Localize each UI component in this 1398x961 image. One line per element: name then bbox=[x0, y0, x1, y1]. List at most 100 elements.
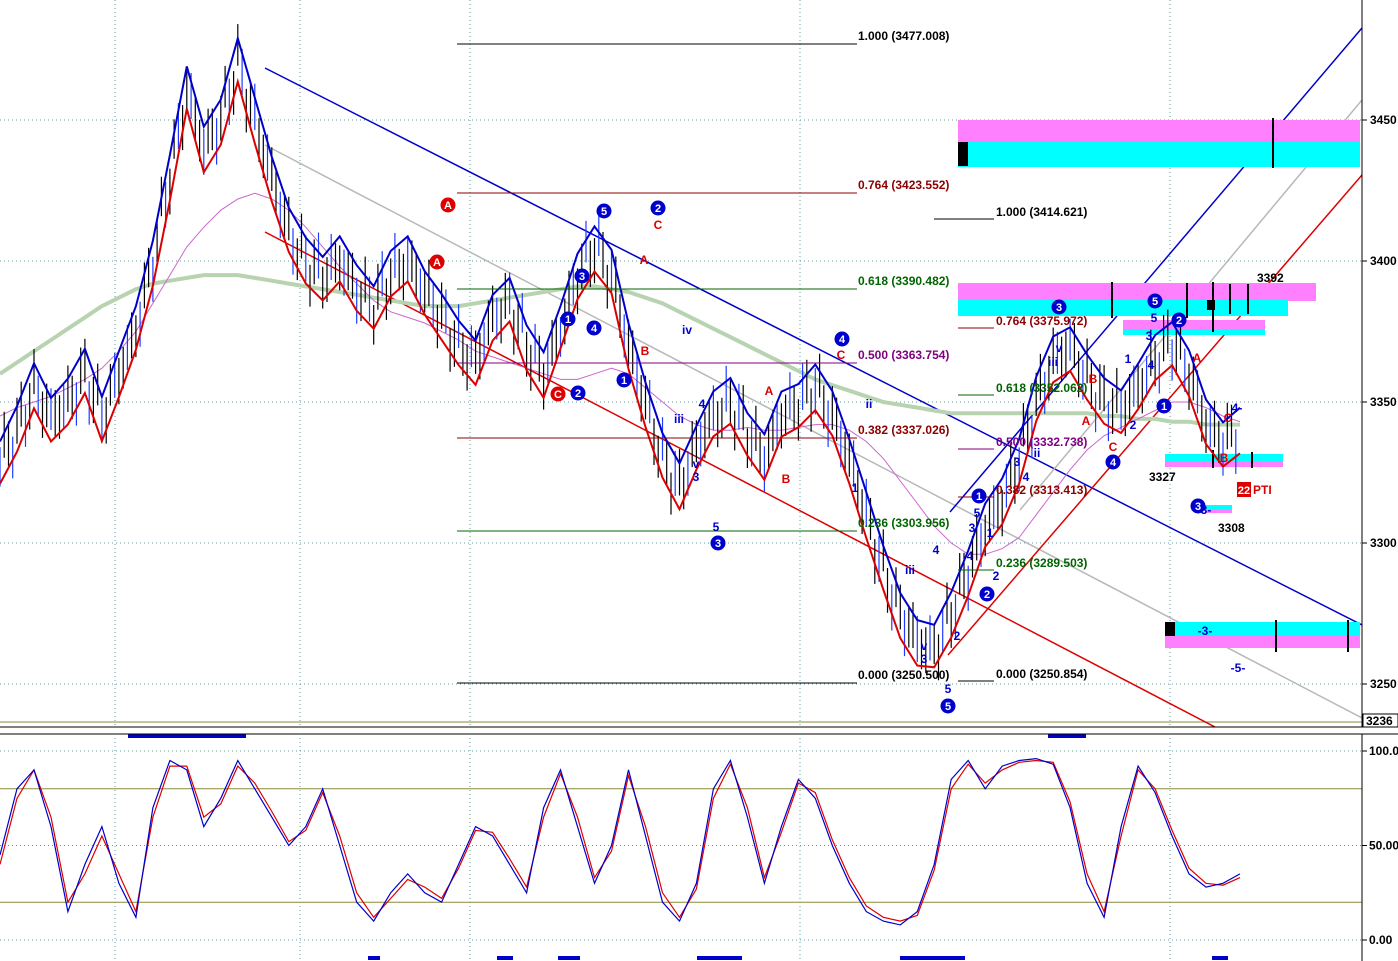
wave-count-label: 1 bbox=[565, 314, 571, 326]
fib-label-right: 1.000 (3414.621) bbox=[996, 205, 1087, 219]
wave-count-circle bbox=[1156, 398, 1172, 414]
wave-label: iii bbox=[905, 563, 915, 577]
wave-label: -3- bbox=[1197, 503, 1212, 517]
stochastic-panel: 100.0 50.00 0.00 bbox=[0, 734, 1398, 961]
wave-label: 1 bbox=[987, 526, 994, 540]
wave-count-label: 5 bbox=[1152, 296, 1158, 308]
fib-label-right: 0.500 (3332.738) bbox=[996, 435, 1087, 449]
wave-label: 4 bbox=[933, 543, 940, 557]
pti-number: 22 bbox=[1238, 485, 1250, 497]
wave-count-circle bbox=[1190, 498, 1206, 514]
wave-label: 3 bbox=[1146, 329, 1153, 343]
fib-label-left: 0.618 (3390.482) bbox=[858, 274, 949, 288]
wave-label: 1 bbox=[852, 481, 859, 495]
wave-label: 3 bbox=[693, 470, 700, 484]
price-annotation: 3327 bbox=[1149, 470, 1176, 484]
fib-label-left: 0.764 (3423.552) bbox=[858, 178, 949, 192]
wave-count-circle bbox=[940, 698, 956, 714]
price-tick-label: 3450 bbox=[1370, 113, 1397, 127]
wave-count-label: 3 bbox=[715, 538, 721, 550]
fib-label-left: 0.500 (3363.754) bbox=[858, 348, 949, 362]
wave-label: A bbox=[1193, 351, 1202, 365]
fib-label-right: 0.382 (3313.413) bbox=[996, 483, 1087, 497]
wave-count-label: 5 bbox=[945, 701, 951, 713]
stochastic-slow-line bbox=[0, 759, 1241, 922]
stochastic-axis: 100.0 50.00 0.00 bbox=[1362, 744, 1398, 947]
wave-label: 2 bbox=[1130, 418, 1137, 432]
panel-divider bbox=[0, 727, 1398, 734]
wave-count-label: C bbox=[554, 389, 562, 401]
wave-label: 4 bbox=[699, 397, 706, 411]
fib-label-right: 0.236 (3289.503) bbox=[996, 556, 1087, 570]
wave-count-circle bbox=[596, 203, 612, 219]
target-zone bbox=[958, 120, 1360, 142]
wave-label: 4 bbox=[1148, 358, 1155, 372]
wave-count-circle bbox=[971, 488, 987, 504]
price-tick-label: 3250 bbox=[1370, 677, 1397, 691]
price-annotation: 3392 bbox=[1257, 271, 1284, 285]
target-zone bbox=[1165, 461, 1283, 467]
blue-down-channel-upper bbox=[264, 67, 1362, 626]
wave-label: -5- bbox=[1231, 661, 1246, 675]
wave-count-circle bbox=[616, 372, 632, 388]
wave-count-label: 3 bbox=[579, 271, 585, 283]
wave-label: 5 bbox=[713, 520, 720, 534]
wave-count-circle bbox=[574, 268, 590, 284]
wave-label: B bbox=[1220, 451, 1229, 465]
price-gridlines bbox=[0, 0, 1362, 727]
wave-label: C bbox=[654, 218, 663, 232]
target-zone bbox=[1165, 622, 1360, 636]
wave-label: v bbox=[693, 457, 700, 471]
target-zone bbox=[1123, 329, 1265, 335]
red-envelope bbox=[0, 77, 1241, 669]
wave-label: 4 bbox=[1023, 470, 1030, 484]
wave-count-circle bbox=[560, 311, 576, 327]
wave-count-label: 1 bbox=[621, 375, 627, 387]
wave-label: v bbox=[921, 639, 928, 653]
fib-label-left: 0.382 (3337.026) bbox=[858, 423, 949, 437]
zone-marker bbox=[1207, 300, 1215, 310]
target-zone bbox=[1123, 320, 1265, 329]
wave-count-label: 2 bbox=[1176, 315, 1182, 327]
price-tick-label: 3300 bbox=[1370, 536, 1397, 550]
stochastic-tick-label: 0.00 bbox=[1369, 933, 1393, 947]
wave-label: iii bbox=[1048, 355, 1058, 369]
price-tick-label: 3400 bbox=[1370, 254, 1397, 268]
wave-label: 3 bbox=[969, 521, 976, 535]
wave-count-label: 3 bbox=[1195, 501, 1201, 513]
wave-label: -3- bbox=[1198, 624, 1213, 638]
pti-box bbox=[1237, 482, 1251, 497]
wave-label: 3 bbox=[1014, 455, 1021, 469]
wave-label: B bbox=[641, 344, 650, 358]
wave-count-circle bbox=[834, 331, 850, 347]
stochastic-gridlines bbox=[0, 734, 1362, 961]
wave-count-circle bbox=[1051, 299, 1067, 315]
wave-label: iv bbox=[682, 323, 692, 337]
wave-count-circle bbox=[586, 320, 602, 336]
stochastic-tick-label: 50.00 bbox=[1369, 839, 1398, 853]
fib-label-left: 0.000 (3250.500) bbox=[858, 668, 949, 682]
wave-count-label: A bbox=[433, 257, 441, 269]
wave-count-label: 2 bbox=[984, 589, 990, 601]
wave-count-label: 4 bbox=[1110, 457, 1117, 469]
wave-label: 5 bbox=[974, 506, 981, 520]
wave-label: A bbox=[1082, 414, 1091, 428]
wave-label: B bbox=[782, 472, 791, 486]
wave-count-label: 5 bbox=[601, 206, 607, 218]
fib-label-right: 0.764 (3375.972) bbox=[996, 314, 1087, 328]
blue-envelope bbox=[0, 34, 1241, 626]
wave-label: 4- bbox=[1232, 401, 1243, 415]
fib-label-right: 0.618 (3352.062) bbox=[996, 381, 1087, 395]
wave-count-label: 1 bbox=[1161, 401, 1167, 413]
wave-count-label: A bbox=[444, 200, 452, 212]
wave-label: 2 bbox=[993, 569, 1000, 583]
wave-label: ii bbox=[866, 397, 873, 411]
wave-label: ii bbox=[1034, 446, 1041, 460]
price-panel: 3450 3400 3350 3300 3250 3236 1.000 (3477.008… bbox=[0, 0, 1398, 738]
wave-count-circle bbox=[1147, 293, 1163, 309]
wave-count-label: 4 bbox=[591, 323, 598, 335]
wave-label: B bbox=[1089, 372, 1098, 386]
fib-label-left: 1.000 (3477.008) bbox=[858, 29, 949, 43]
